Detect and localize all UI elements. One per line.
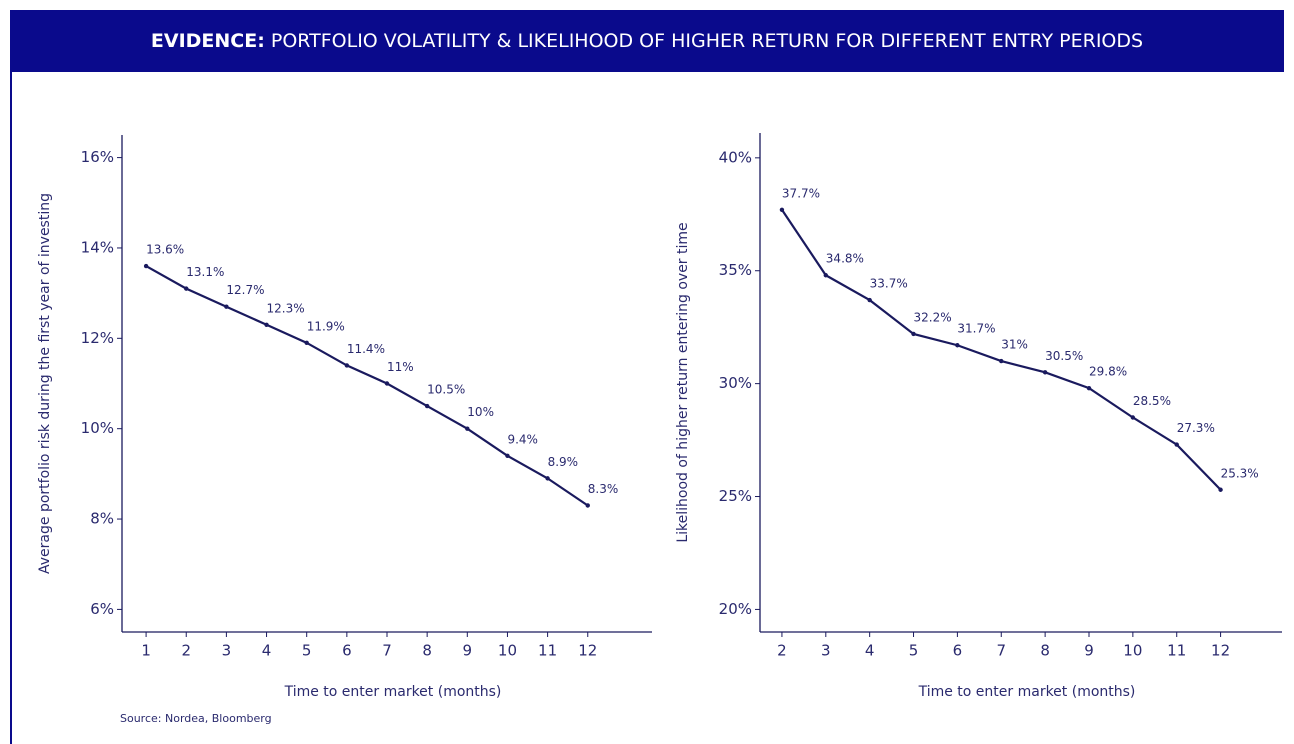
x-tick-label: 6 bbox=[953, 642, 963, 660]
point bbox=[465, 426, 470, 431]
point bbox=[344, 363, 350, 368]
point bbox=[1174, 442, 1179, 447]
y-tick-label: 25% bbox=[719, 487, 752, 505]
point bbox=[823, 273, 828, 278]
point bbox=[143, 263, 149, 269]
value-label: 30.5% bbox=[1045, 349, 1083, 363]
x-tick-label: 12 bbox=[1211, 642, 1230, 660]
x-tick-label: 4 bbox=[262, 642, 272, 660]
x-tick-label: 10 bbox=[498, 642, 517, 660]
y-tick-label: 12% bbox=[81, 329, 114, 347]
value-label: 10% bbox=[467, 405, 494, 419]
point bbox=[264, 322, 269, 327]
x-tick-label: 1 bbox=[141, 642, 151, 660]
title: PORTFOLIO VOLATILITY & LIKELIHOOD OF HIG… bbox=[270, 30, 1144, 52]
value-label: 27.3% bbox=[1177, 421, 1215, 435]
value-label: 8.3% bbox=[588, 482, 619, 496]
point bbox=[1130, 415, 1136, 420]
value-label: 8.9% bbox=[548, 455, 579, 469]
y-tick-label: 14% bbox=[81, 238, 114, 256]
point bbox=[1218, 487, 1223, 492]
x-tick-label: 9 bbox=[463, 642, 473, 660]
y-tick-label: 6% bbox=[90, 600, 114, 618]
value-label: 11.9% bbox=[307, 319, 345, 333]
title-lead: EVIDENCE: bbox=[150, 30, 265, 52]
value-label: 13.6% bbox=[146, 243, 184, 257]
value-label: 29.8% bbox=[1089, 365, 1127, 379]
x-axis-label: Time to enter market (months) bbox=[284, 684, 502, 700]
point bbox=[1086, 385, 1092, 391]
x-tick-label: 4 bbox=[865, 642, 875, 660]
value-label: 32.2% bbox=[914, 310, 952, 324]
point bbox=[585, 503, 590, 508]
value-label: 11% bbox=[387, 360, 414, 374]
point bbox=[424, 403, 430, 409]
x-tick-label: 7 bbox=[996, 642, 1006, 660]
value-label: 33.7% bbox=[870, 277, 908, 291]
value-label: 31.7% bbox=[957, 322, 995, 336]
point bbox=[911, 331, 916, 337]
point bbox=[955, 343, 960, 348]
value-label: 13.1% bbox=[186, 265, 224, 279]
value-label: 9.4% bbox=[507, 432, 538, 446]
point bbox=[867, 297, 872, 303]
y-tick-label: 20% bbox=[719, 600, 752, 618]
point bbox=[304, 340, 309, 346]
value-label: 11.4% bbox=[347, 342, 385, 356]
x-tick-label: 11 bbox=[1167, 642, 1186, 660]
x-tick-label: 12 bbox=[578, 642, 597, 660]
line bbox=[145, 265, 589, 507]
y-tick-label: 16% bbox=[81, 148, 114, 166]
x-tick-label: 10 bbox=[1123, 642, 1142, 660]
value-label: 28.5% bbox=[1133, 394, 1171, 408]
y-tick-label: 30% bbox=[719, 374, 752, 392]
value-label: 34.8% bbox=[826, 252, 864, 266]
y-tick-label: 35% bbox=[719, 261, 752, 279]
x-tick-label: 3 bbox=[222, 642, 232, 660]
x-tick-label: 7 bbox=[382, 642, 392, 660]
source: Source: Nordea, Bloomberg bbox=[120, 712, 272, 725]
x-tick-label: 8 bbox=[422, 642, 432, 660]
point bbox=[384, 381, 390, 386]
y-tick-label: 10% bbox=[81, 419, 114, 437]
x-tick-label: 2 bbox=[777, 642, 787, 660]
x-tick-label: 11 bbox=[538, 642, 557, 660]
value-label: 12.3% bbox=[267, 301, 305, 315]
x-tick-label: 9 bbox=[1084, 642, 1094, 660]
x-tick-label: 5 bbox=[302, 642, 312, 660]
point bbox=[999, 358, 1004, 364]
point bbox=[224, 304, 229, 309]
y-tick-label: 40% bbox=[719, 148, 752, 166]
y-axis-label: Average portfolio risk during the first … bbox=[37, 193, 53, 574]
y-axis-label: Likelihood of higher return entering ove… bbox=[675, 222, 691, 542]
title-bar: EVIDENCE: PORTFOLIO VOLATILITY & LIKELIH… bbox=[10, 10, 1284, 72]
point bbox=[184, 286, 189, 291]
x-tick-label: 2 bbox=[181, 642, 191, 660]
border bbox=[10, 72, 12, 744]
point bbox=[1042, 370, 1048, 375]
value-label: 10.5% bbox=[427, 383, 465, 397]
x-tick-label: 8 bbox=[1040, 642, 1050, 660]
point bbox=[505, 453, 510, 458]
value-label: 25.3% bbox=[1221, 466, 1259, 480]
x-axis-label: Time to enter market (months) bbox=[918, 684, 1136, 700]
value-label: 31% bbox=[1001, 338, 1028, 352]
point bbox=[779, 207, 785, 212]
value-label: 12.7% bbox=[226, 283, 264, 297]
x-tick-label: 6 bbox=[342, 642, 352, 660]
value-label: 37.7% bbox=[782, 186, 820, 200]
point bbox=[545, 476, 550, 481]
x-tick-label: 5 bbox=[909, 642, 919, 660]
y-tick-label: 8% bbox=[90, 510, 114, 528]
x-tick-label: 3 bbox=[821, 642, 831, 660]
